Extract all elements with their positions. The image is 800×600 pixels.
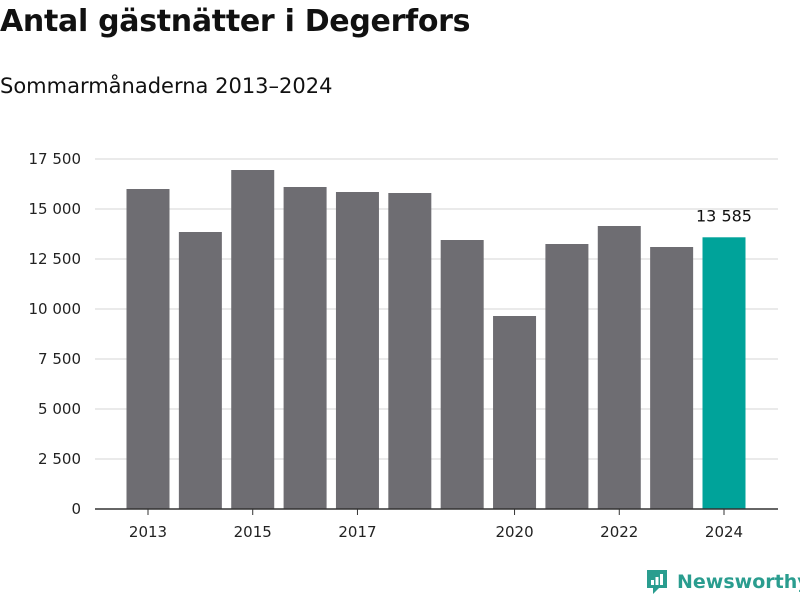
newsworthy-logo-icon [647, 570, 667, 594]
y-tick-label: 12 500 [29, 250, 82, 268]
bar-2024 [702, 237, 746, 510]
x-tick-label: 2013 [129, 523, 167, 541]
bar-2022 [597, 226, 641, 509]
chart-subtitle: Sommarmånaderna 2013–2024 [0, 74, 333, 98]
bar-2017 [335, 192, 379, 509]
y-tick-label: 2 500 [38, 450, 81, 468]
brand-name: Newsworthy [677, 571, 800, 593]
y-tick-label: 0 [71, 500, 81, 518]
y-tick-label: 10 000 [29, 300, 82, 318]
bar-2018 [388, 193, 432, 509]
bar-2019 [440, 240, 484, 509]
y-tick-label: 15 000 [29, 200, 82, 218]
x-tick-label: 2017 [338, 523, 376, 541]
y-tick-label: 5 000 [38, 400, 81, 418]
x-tick-label: 2020 [495, 523, 533, 541]
bar-2016 [283, 187, 327, 509]
brand-logo: Newsworthy [645, 568, 800, 596]
chart-title: Antal gästnätter i Degerfors [0, 4, 471, 39]
bar-2023 [650, 247, 694, 509]
y-tick-label: 17 500 [29, 150, 82, 168]
bar-2021 [545, 244, 589, 509]
bar-2014 [178, 232, 222, 509]
x-tick-label: 2022 [600, 523, 638, 541]
y-tick-label: 7 500 [38, 350, 81, 368]
bar-2013 [126, 189, 170, 509]
bar-2020 [493, 316, 537, 509]
x-tick-label: 2015 [234, 523, 272, 541]
x-tick-label: 2024 [705, 523, 743, 541]
bar-2015 [231, 170, 275, 509]
data-label-2024: 13 585 [696, 206, 752, 225]
